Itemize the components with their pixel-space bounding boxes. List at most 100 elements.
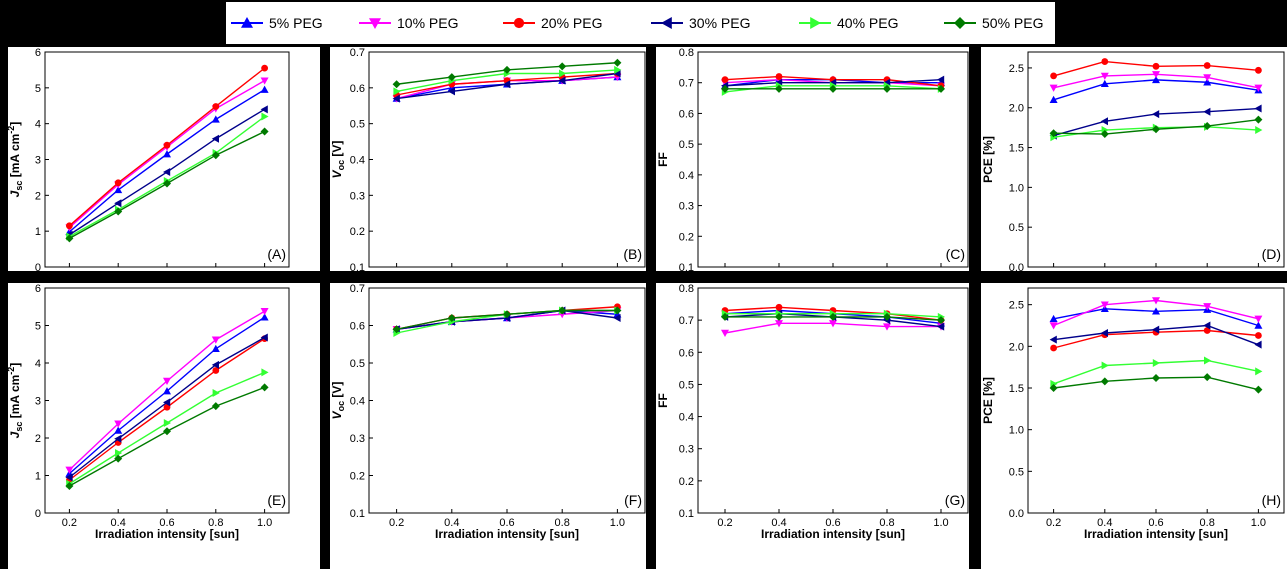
series-30-peg [392, 69, 621, 103]
y-tick-label: 0.2 [679, 231, 694, 243]
data-point [883, 312, 891, 321]
data-point [1049, 335, 1057, 344]
data-point [163, 141, 171, 149]
data-point [1255, 367, 1263, 376]
x-tick-label: 0.4 [1097, 517, 1112, 529]
data-point [1049, 84, 1058, 92]
series-50-peg [1049, 373, 1263, 394]
data-point [447, 73, 456, 82]
data-point [721, 312, 729, 321]
y-tick-label: 2 [35, 190, 41, 202]
data-point [1152, 125, 1160, 134]
y-tick-label: 3 [35, 155, 41, 167]
data-point [114, 426, 123, 434]
x-tick-label: 1.0 [610, 517, 625, 529]
data-point [1254, 321, 1263, 329]
x-tick-label: 0.8 [208, 517, 223, 529]
x-tick-label: 0.6 [499, 517, 514, 529]
data-point [261, 112, 269, 121]
legend-label: 30% PEG [689, 15, 750, 31]
y-tick-label: 0.3 [679, 444, 694, 456]
y-axis-label: Jsc [mA cm-2] [8, 122, 24, 198]
y-tick-label: 0.5 [350, 358, 365, 370]
data-point [775, 303, 783, 311]
y-tick-label: 0.2 [350, 471, 365, 483]
data-point [1152, 71, 1160, 79]
legend-item: 30% PEG [651, 15, 750, 31]
data-point [65, 466, 74, 474]
data-point [721, 76, 729, 84]
x-axis-label: Irradiation intensity [sun] [435, 527, 579, 541]
legend-label: 40% PEG [837, 15, 898, 31]
data-point [883, 323, 891, 331]
chart-panel: 0.2 0.4 0.6 0.8 1.0 0.0 0.5 1.0 1.5 2.0 2.5 Irradia… [981, 283, 1287, 569]
data-point [937, 316, 945, 325]
panel-label: (F) [624, 492, 642, 508]
y-tick-label: 0.0 [1009, 262, 1024, 271]
y-tick-label: 0.3 [679, 201, 694, 213]
y-tick-label: 4 [35, 119, 41, 131]
legend-marker [810, 17, 821, 29]
x-tick-label: 0.8 [555, 517, 570, 529]
x-tick-label: 0.4 [771, 517, 786, 529]
data-point [1050, 72, 1057, 80]
x-tick-label: 1.0 [933, 517, 948, 529]
data-point [163, 427, 171, 436]
y-tick-label: 0.1 [679, 262, 694, 271]
data-point [558, 306, 567, 315]
data-point [1203, 327, 1211, 334]
x-tick-label: 0.2 [717, 517, 732, 529]
data-point [775, 73, 783, 80]
y-tick-label: 2.5 [1009, 63, 1024, 75]
data-point [1101, 58, 1109, 65]
y-tick-label: 4 [35, 358, 41, 370]
y-tick-label: 5 [35, 83, 41, 95]
data-point [163, 150, 171, 158]
data-point [1049, 95, 1058, 103]
y-tick-label: 0.5 [679, 139, 694, 151]
data-point [65, 482, 74, 490]
y-tick-label: 0.2 [350, 226, 365, 238]
y-tick-label: 0.4 [679, 170, 694, 182]
data-point [1203, 78, 1212, 86]
data-point [1204, 356, 1212, 365]
panel-label: (E) [267, 492, 286, 508]
y-axis-label: FF [656, 152, 670, 167]
data-point [613, 58, 622, 67]
legend-item: 5% PEG [231, 15, 323, 31]
data-point [114, 454, 123, 463]
series-50-peg [392, 306, 622, 334]
series-line [68, 89, 265, 233]
data-point [1255, 66, 1262, 74]
data-point [1254, 315, 1263, 323]
data-point [775, 84, 783, 93]
data-point [260, 77, 269, 85]
data-point [1100, 329, 1108, 337]
data-point [1152, 62, 1160, 70]
data-point [114, 179, 122, 187]
legend-label: 10% PEG [397, 15, 458, 31]
y-tick-label: 0.7 [679, 78, 694, 90]
data-point [260, 127, 269, 136]
legend-marker [241, 17, 253, 28]
data-point [260, 105, 268, 114]
data-point [65, 234, 74, 243]
y-tick-label: 0.7 [350, 283, 365, 295]
series-20-peg [66, 335, 268, 484]
legend-label: 5% PEG [269, 15, 323, 31]
data-point [163, 419, 171, 427]
y-axis-label: PCE [%] [981, 377, 995, 424]
y-tick-label: 5 [35, 321, 41, 333]
legend: 5% PEG 10% PEG 20% PEG 30% PEG 40% PEG 50% PE… [226, 2, 1055, 44]
y-tick-label: 0.4 [350, 396, 365, 408]
data-point [65, 473, 73, 482]
legend-marker [513, 17, 525, 29]
data-point [1152, 75, 1160, 84]
y-tick-label: 0.8 [679, 47, 694, 59]
data-point [212, 103, 220, 110]
data-point [1049, 129, 1058, 138]
y-tick-label: 1.0 [1009, 182, 1024, 194]
data-point [829, 320, 837, 328]
plot-frame [44, 51, 290, 268]
